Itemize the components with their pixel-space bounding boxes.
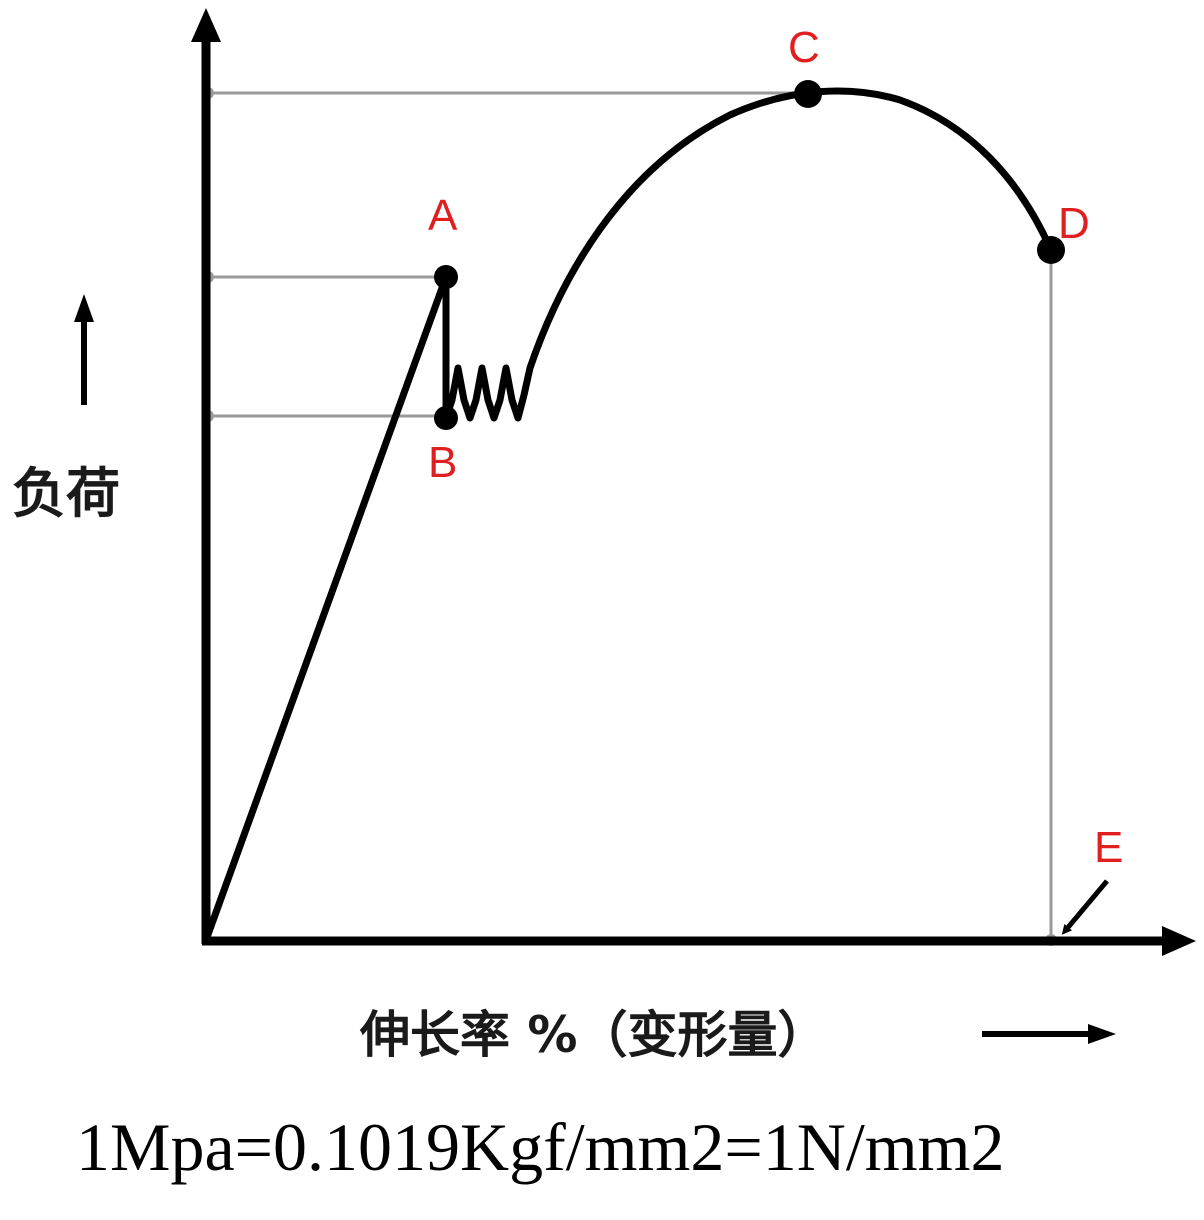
point-label-c: C [788, 23, 820, 72]
x-axis-arrowhead [1162, 926, 1196, 956]
x-label-right-arrowhead [1088, 1024, 1116, 1044]
curve-points [434, 80, 1065, 430]
y-label-up-arrowhead [74, 294, 94, 322]
point-b-marker [434, 406, 458, 430]
y-axis-arrowhead [191, 8, 221, 42]
stress-strain-curve [202, 87, 1055, 942]
unit-conversion-formula: 1Mpa=0.1019Kgf/mm2=1N/mm2 [76, 1109, 1005, 1185]
point-c-marker [794, 80, 822, 108]
point-e-pointer-arrow [1061, 879, 1109, 935]
point-a-marker [434, 265, 458, 289]
guide-lines [208, 91, 1053, 940]
point-label-e: E [1094, 823, 1123, 872]
point-d-marker [1037, 236, 1065, 264]
point-label-a: A [428, 191, 458, 240]
y-axis-label: 负荷 [12, 462, 120, 525]
x-axis-label: 伸长率 %（变形量） [359, 1006, 828, 1064]
point-label-b: B [428, 438, 457, 487]
guide-ticks [202, 87, 1057, 946]
point-label-d: D [1058, 199, 1090, 248]
